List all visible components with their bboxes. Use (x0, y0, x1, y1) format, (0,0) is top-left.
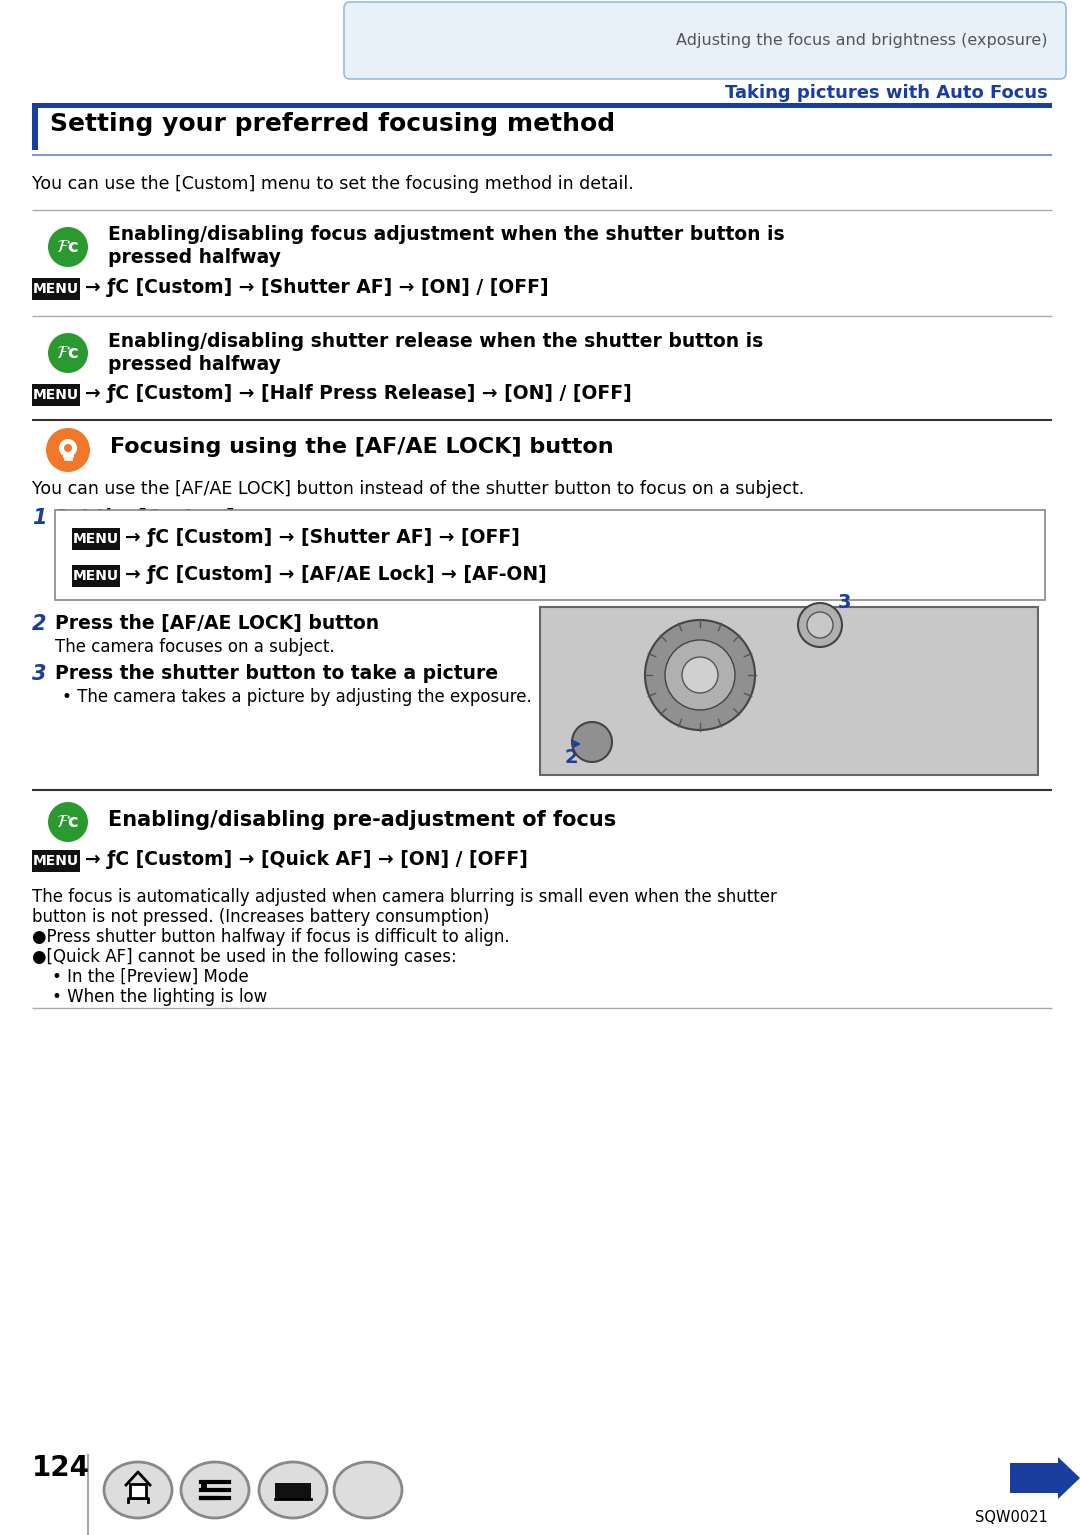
Ellipse shape (334, 1461, 402, 1518)
Bar (32, 107, 38, 150)
Text: Setting your preferred focusing method: Setting your preferred focusing method (50, 112, 616, 137)
Text: ●Press shutter button halfway if focus is difficult to align.: ●Press shutter button halfway if focus i… (32, 929, 510, 946)
Text: → ƒC [Custom] → [Half Press Release] → [ON] / [OFF]: → ƒC [Custom] → [Half Press Release] → [… (85, 384, 632, 404)
Circle shape (48, 801, 87, 843)
Text: Press the shutter button to take a picture: Press the shutter button to take a pictu… (55, 665, 498, 683)
Text: You can use the [AF/AE LOCK] button instead of the shutter button to focus on a : You can use the [AF/AE LOCK] button inst… (32, 480, 805, 497)
Bar (201, 1484, 207, 1490)
Bar (72, 565, 120, 586)
Text: • When the lighting is low: • When the lighting is low (52, 989, 267, 1005)
Text: $\mathcal{F}$c: $\mathcal{F}$c (56, 814, 80, 830)
Circle shape (645, 620, 755, 731)
Circle shape (572, 721, 612, 761)
Text: The camera focuses on a subject.: The camera focuses on a subject. (55, 639, 335, 655)
Text: 3: 3 (32, 665, 46, 685)
Text: Enabling/disabling pre-adjustment of focus: Enabling/disabling pre-adjustment of foc… (108, 810, 617, 830)
Bar (72, 528, 120, 550)
Text: Enabling/disabling shutter release when the shutter button is: Enabling/disabling shutter release when … (108, 332, 764, 352)
Text: $\mathcal{F}$c: $\mathcal{F}$c (56, 238, 80, 256)
Bar (32, 850, 80, 872)
Text: Adjusting the focus and brightness (exposure): Adjusting the focus and brightness (expo… (676, 32, 1048, 48)
Bar (130, 1484, 146, 1498)
Text: • In the [Preview] Mode: • In the [Preview] Mode (52, 969, 248, 985)
Text: SQW0021: SQW0021 (975, 1510, 1048, 1524)
Text: ↑: ↑ (125, 1467, 151, 1497)
Circle shape (46, 428, 90, 471)
Text: 2: 2 (32, 614, 46, 634)
Text: MENU: MENU (32, 388, 79, 402)
Text: Press the [AF/AE LOCK] button: Press the [AF/AE LOCK] button (55, 614, 379, 632)
Text: • The camera takes a picture by adjusting the exposure.: • The camera takes a picture by adjustin… (62, 688, 531, 706)
Text: MENU: MENU (73, 533, 119, 546)
Text: $\mathcal{F}$c: $\mathcal{F}$c (56, 344, 80, 362)
Bar (275, 1483, 311, 1500)
Text: → ƒC [Custom] → [Shutter AF] → [OFF]: → ƒC [Custom] → [Shutter AF] → [OFF] (125, 528, 519, 546)
Circle shape (665, 640, 735, 711)
FancyArrow shape (1010, 1457, 1080, 1500)
Text: 2: 2 (564, 748, 578, 768)
Bar (32, 278, 80, 299)
Ellipse shape (181, 1461, 249, 1518)
Text: MENU: MENU (272, 1484, 313, 1498)
Ellipse shape (104, 1461, 172, 1518)
Text: ↩: ↩ (355, 1475, 381, 1504)
Text: MENU: MENU (32, 853, 79, 867)
Text: Set the [Custom] menu: Set the [Custom] menu (55, 508, 300, 527)
Text: 124: 124 (32, 1454, 90, 1481)
Bar (32, 103, 1052, 107)
Ellipse shape (259, 1461, 327, 1518)
Text: Taking pictures with Auto Focus: Taking pictures with Auto Focus (726, 84, 1048, 101)
Text: 1: 1 (32, 508, 46, 528)
Text: Enabling/disabling focus adjustment when the shutter button is: Enabling/disabling focus adjustment when… (108, 226, 785, 244)
Text: 3: 3 (838, 593, 851, 612)
Circle shape (48, 227, 87, 267)
Circle shape (48, 333, 87, 373)
Circle shape (681, 657, 718, 692)
Circle shape (64, 444, 72, 451)
Text: You can use the [Custom] menu to set the focusing method in detail.: You can use the [Custom] menu to set the… (32, 175, 634, 193)
FancyBboxPatch shape (345, 2, 1066, 78)
Circle shape (807, 612, 833, 639)
Text: → ƒC [Custom] → [AF/AE Lock] → [AF-ON]: → ƒC [Custom] → [AF/AE Lock] → [AF-ON] (125, 565, 546, 583)
Text: MENU: MENU (73, 569, 119, 583)
Text: Focusing using the [AF/AE LOCK] button: Focusing using the [AF/AE LOCK] button (110, 437, 613, 457)
Text: pressed halfway: pressed halfway (108, 249, 281, 267)
Circle shape (59, 439, 77, 457)
Text: → ƒC [Custom] → [Quick AF] → [ON] / [OFF]: → ƒC [Custom] → [Quick AF] → [ON] / [OFF… (85, 850, 528, 869)
Text: MENU: MENU (32, 282, 79, 296)
Text: The focus is automatically adjusted when camera blurring is small even when the : The focus is automatically adjusted when… (32, 889, 777, 906)
Text: button is not pressed. (Increases battery consumption): button is not pressed. (Increases batter… (32, 909, 489, 926)
Text: pressed halfway: pressed halfway (108, 355, 281, 375)
Bar (540, 606, 1038, 775)
Text: → ƒC [Custom] → [Shutter AF] → [ON] / [OFF]: → ƒC [Custom] → [Shutter AF] → [ON] / [O… (85, 278, 549, 296)
Text: ●[Quick AF] cannot be used in the following cases:: ●[Quick AF] cannot be used in the follow… (32, 949, 457, 966)
Circle shape (798, 603, 842, 646)
Bar (32, 384, 80, 405)
Bar (55, 510, 1045, 600)
